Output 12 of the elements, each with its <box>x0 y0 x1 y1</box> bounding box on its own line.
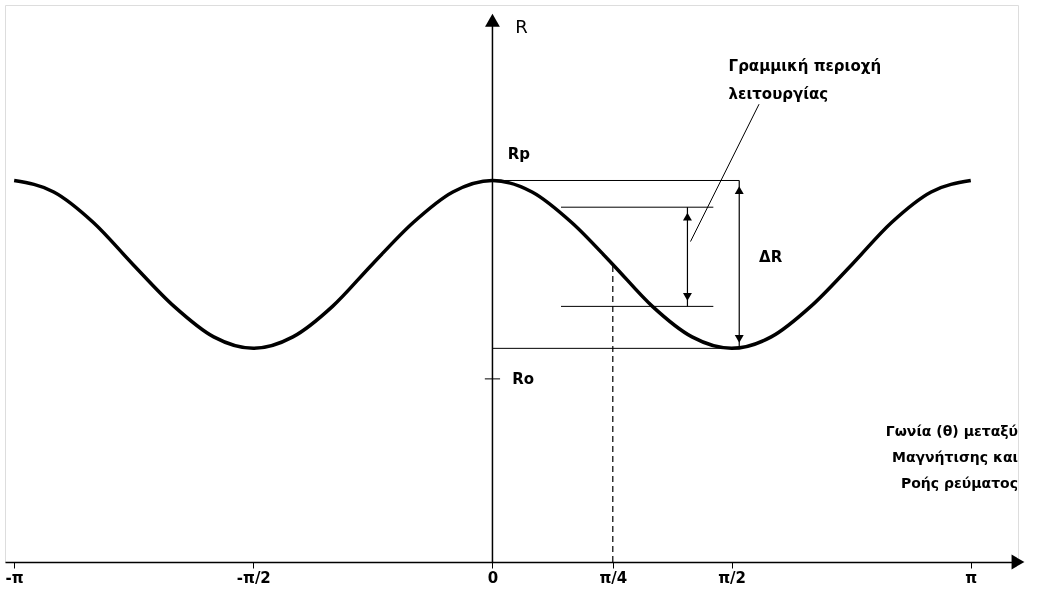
x-tick-label: π/4 <box>599 568 628 587</box>
x-axis-title: Γωνία (θ) μεταξύ Μαγνήτισης και Ροής ρεύματος <box>885 422 1018 491</box>
annotation: ΔR <box>759 247 783 266</box>
x-tick-label: -π <box>5 568 24 587</box>
text: R <box>515 15 528 37</box>
x-tick-label: π <box>965 568 978 587</box>
text: Γραμμική περιοχή λειτουργίας <box>728 57 882 104</box>
x-tick-label: -π/2 <box>236 568 271 587</box>
annotation: Ro <box>512 369 535 388</box>
x-tick-label: 0 <box>487 568 499 587</box>
x-tick-label: π/2 <box>718 568 747 587</box>
text: Rp <box>507 144 531 163</box>
